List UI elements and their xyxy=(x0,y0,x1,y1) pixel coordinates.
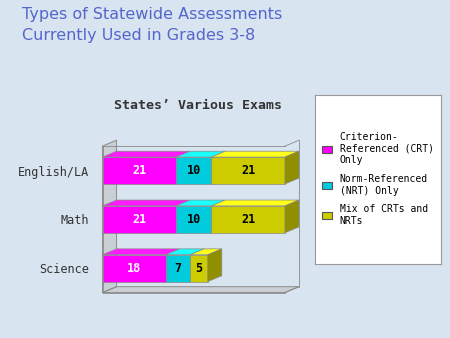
Bar xyxy=(211,206,285,233)
Text: 18: 18 xyxy=(127,262,141,275)
Polygon shape xyxy=(211,200,299,206)
Text: 21: 21 xyxy=(241,164,255,177)
Text: 7: 7 xyxy=(175,262,181,275)
Polygon shape xyxy=(103,151,190,157)
Bar xyxy=(211,157,285,184)
Text: 10: 10 xyxy=(187,213,201,226)
Bar xyxy=(190,255,208,282)
Polygon shape xyxy=(176,151,225,157)
Legend: Criterion-
Referenced (CRT)
Only, Norm-Referenced
(NRT) Only, Mix of CRTs and
NR: Criterion- Referenced (CRT) Only, Norm-R… xyxy=(317,127,439,231)
Text: States’ Various Exams: States’ Various Exams xyxy=(114,99,282,112)
Text: 21: 21 xyxy=(132,164,146,177)
Bar xyxy=(103,255,166,282)
Text: 5: 5 xyxy=(195,262,203,275)
Bar xyxy=(166,255,190,282)
Polygon shape xyxy=(103,200,190,206)
Polygon shape xyxy=(176,200,225,206)
Text: 10: 10 xyxy=(187,164,201,177)
Polygon shape xyxy=(285,151,299,184)
Polygon shape xyxy=(103,140,117,293)
Bar xyxy=(176,157,211,184)
Polygon shape xyxy=(103,287,299,293)
Bar xyxy=(176,206,211,233)
Polygon shape xyxy=(211,151,299,157)
Polygon shape xyxy=(190,249,222,255)
Polygon shape xyxy=(208,249,222,282)
Polygon shape xyxy=(166,249,204,255)
Polygon shape xyxy=(103,249,180,255)
Bar xyxy=(103,157,176,184)
Text: Types of Statewide Assessments
Currently Used in Grades 3-8: Types of Statewide Assessments Currently… xyxy=(22,7,283,43)
Text: 21: 21 xyxy=(132,213,146,226)
Polygon shape xyxy=(285,200,299,233)
Text: 21: 21 xyxy=(241,213,255,226)
Bar xyxy=(103,206,176,233)
